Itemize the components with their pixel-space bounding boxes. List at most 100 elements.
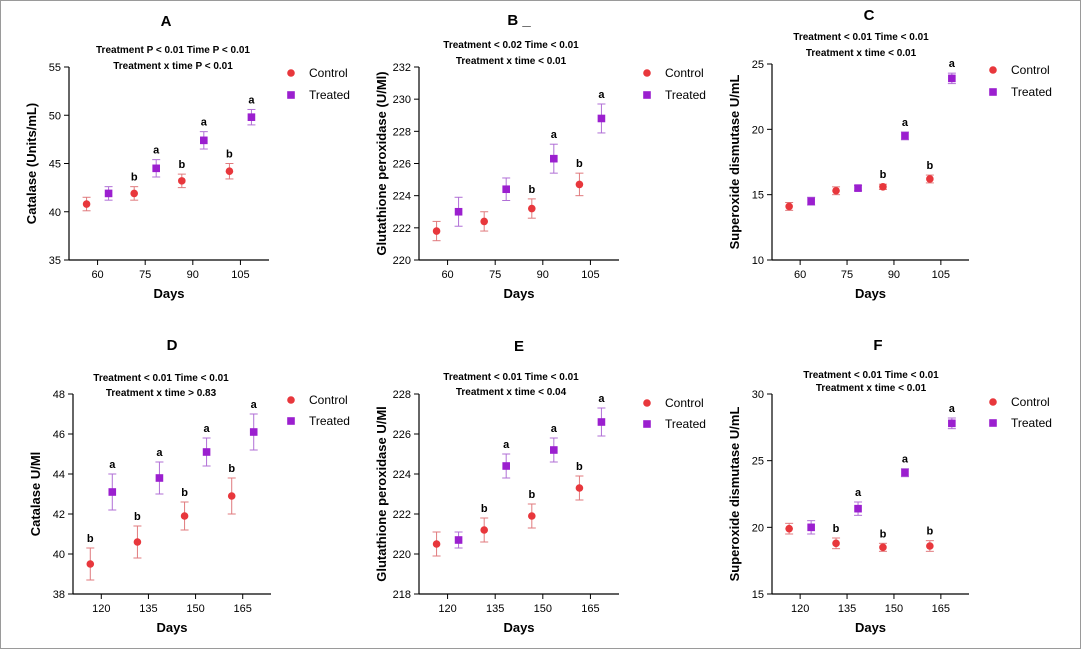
control-point (528, 204, 536, 213)
legend-treated-marker (989, 88, 997, 96)
y-tick-label: 38 (53, 589, 65, 601)
significance-label: b (131, 172, 138, 184)
y-tick-label: 25 (752, 456, 764, 468)
stat-annotation: Treatment < 0.01 Time < 0.01 (803, 370, 939, 381)
legend-control-marker (643, 69, 651, 77)
y-axis-label: Superoxide dismutase U/mL (727, 407, 742, 582)
x-tick-label: 120 (92, 603, 110, 615)
x-tick-label: 165 (932, 603, 950, 615)
y-tick-label: 44 (53, 469, 65, 481)
control-point (133, 538, 142, 546)
y-tick-label: 226 (393, 429, 411, 441)
y-tick-label: 220 (393, 549, 411, 561)
control-point (575, 484, 584, 492)
x-tick-label: 165 (581, 603, 599, 615)
legend-label: Treated (665, 88, 706, 102)
significance-label: b (833, 523, 840, 535)
treated-point (454, 536, 463, 544)
control-point (432, 227, 441, 235)
panel-title: A (161, 13, 172, 30)
significance-label: a (251, 399, 258, 411)
control-point (832, 539, 840, 548)
treated-point (807, 197, 815, 205)
control-point (82, 200, 91, 208)
y-tick-label: 222 (393, 509, 411, 521)
significance-label: a (598, 89, 605, 101)
y-tick-label: 40 (53, 549, 65, 561)
y-axis-label: Glutathione peroxidase (U/Ml) (374, 71, 389, 255)
x-tick-label: 150 (186, 603, 204, 615)
control-point (785, 524, 793, 533)
significance-label: a (153, 145, 160, 157)
y-tick-label: 224 (393, 469, 411, 481)
legend-control-marker (989, 398, 997, 406)
y-tick-label: 232 (393, 62, 411, 74)
panel-title: E (514, 338, 524, 355)
panel-title: F (873, 337, 882, 354)
treated-point (948, 74, 956, 83)
y-tick-label: 222 (393, 223, 411, 235)
stat-annotation: Treatment x time < 0.04 (456, 387, 567, 398)
treated-point (108, 488, 117, 496)
significance-label: b (576, 158, 583, 170)
y-tick-label: 48 (53, 389, 65, 401)
control-point (480, 217, 488, 226)
x-tick-label: 150 (885, 603, 903, 615)
y-tick-label: 226 (393, 159, 411, 171)
control-point (528, 512, 536, 520)
significance-label: a (855, 487, 862, 499)
x-tick-label: 120 (791, 603, 809, 615)
treated-point (247, 113, 256, 121)
legend-label: Treated (309, 88, 350, 102)
significance-label: a (949, 58, 956, 70)
legend-label: Treated (1011, 416, 1052, 430)
y-axis-label: Catalase (Units/mL) (24, 103, 39, 224)
y-tick-label: 25 (752, 59, 764, 71)
significance-label: a (248, 94, 255, 106)
panel-title: B _ (507, 12, 531, 29)
legend-treated-marker (989, 419, 997, 427)
y-tick-label: 224 (393, 191, 411, 203)
legend-treated-marker (287, 91, 295, 99)
legend-label: Treated (665, 417, 706, 431)
y-tick-label: 30 (752, 389, 764, 401)
x-tick-label: 60 (91, 269, 103, 281)
control-point (86, 560, 95, 568)
x-tick-label: 135 (139, 603, 157, 615)
treated-point (155, 474, 164, 482)
stat-annotation: Treatment x time P < 0.01 (113, 61, 233, 72)
significance-label: b (178, 159, 185, 171)
x-tick-label: 120 (438, 603, 456, 615)
legend-control-marker (287, 396, 295, 404)
control-point (432, 540, 441, 548)
legend-treated-marker (287, 417, 295, 425)
significance-label: b (576, 461, 583, 473)
stat-annotation: Treatment x time > 0.83 (106, 388, 217, 399)
treated-point (550, 446, 558, 454)
y-tick-label: 220 (393, 255, 411, 267)
stat-annotation: Treatment x time < 0.01 (456, 56, 567, 67)
y-tick-label: 55 (49, 62, 61, 74)
control-point (926, 542, 934, 550)
legend-label: Control (1011, 395, 1050, 409)
significance-label: b (87, 533, 94, 545)
x-tick-label: 150 (534, 603, 552, 615)
chart-panel-1: A Treatment P < 0.01 Time P < 0.01 Treatme… (24, 13, 350, 301)
chart-panel-3: C Treatment < 0.01 Time < 0.01 Treatment x… (727, 7, 1052, 301)
legend-label: Control (1011, 63, 1050, 77)
x-axis-label: Days (503, 620, 534, 635)
legend-treated-marker (643, 91, 651, 99)
control-point (225, 167, 234, 176)
control-point (227, 492, 236, 500)
panel-title: D (167, 337, 178, 354)
control-point (575, 180, 584, 189)
control-point (480, 526, 488, 534)
treated-point (202, 448, 211, 456)
x-tick-label: 90 (537, 269, 549, 281)
chart-panel-5: E Treatment < 0.01 Time < 0.01 Treatment x… (374, 338, 706, 635)
control-point (879, 183, 887, 191)
stat-annotation: Treatment < 0.01 Time < 0.01 (443, 372, 579, 383)
significance-label: a (902, 117, 909, 129)
x-tick-label: 90 (187, 269, 199, 281)
control-point (178, 177, 186, 185)
